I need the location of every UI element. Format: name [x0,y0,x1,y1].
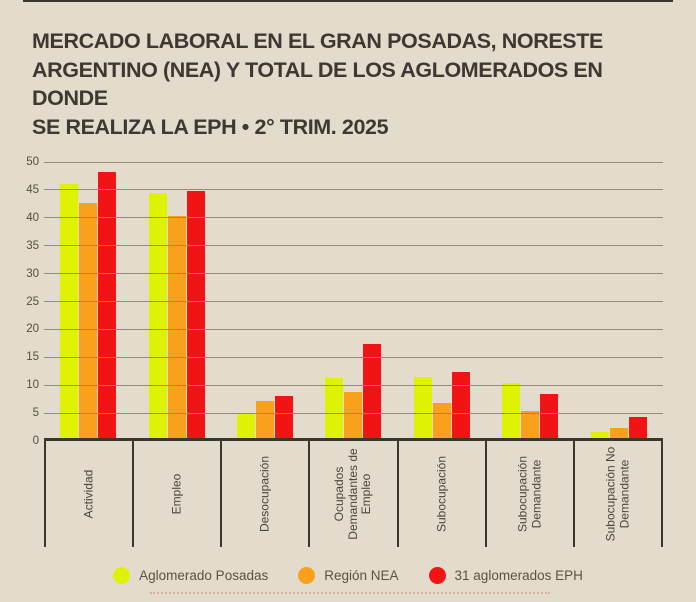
y-tick-label: 40 [26,211,39,224]
bar [451,372,470,438]
x-axis-label: Actividad [81,469,96,519]
bar [256,401,275,438]
bar-chart: 0 5 10 15 20 25 30 35 40 45 50 Actividad Empleo Deso… [26,156,663,547]
bar-group [44,162,132,438]
bar [275,396,294,438]
x-axis-cell: Actividad [44,441,132,547]
y-tick-label: 5 [32,407,39,420]
bar [628,416,647,438]
gridline [44,217,663,219]
gridline [44,161,663,163]
bar [148,193,167,438]
bar [540,393,559,438]
bar-group [309,162,397,438]
y-tick-label: 50 [26,156,39,168]
legend-label: Región NEA [324,568,399,583]
plot-area: 0 5 10 15 20 25 30 35 40 45 50 [26,156,663,447]
bar [98,172,117,438]
legend-label: 31 aglomerados EPH [454,568,583,583]
bar-group [486,162,574,438]
y-tick-label: 35 [26,239,39,252]
legend-marker-circle [298,567,316,584]
x-axis-label: Subocupación No Demandante [603,446,631,542]
x-axis-cell: Subocupación [396,441,485,547]
y-tick-label: 0 [32,435,39,447]
bar-group [575,162,663,438]
legend: Aglomerado Posadas Región NEA 31 aglomerad… [0,567,696,584]
legend-item: Aglomerado Posadas [113,567,268,584]
top-rule [23,0,673,2]
x-axis-cell: Subocupación No Demandante [572,441,663,547]
bar-groups [44,162,663,438]
y-tick-label: 10 [26,379,39,392]
bar-group [221,162,309,438]
gridline [44,245,663,247]
legend-label: Aglomerado Posadas [139,568,269,583]
chart-title-line-1: MERCADO LABORAL EN EL GRAN POSADAS, NORE… [32,29,603,53]
y-tick-label: 15 [26,351,39,364]
legend-item: Región NEA [298,567,399,584]
bar [521,410,540,438]
y-tick-label: 45 [26,183,39,196]
x-axis-label: Subocupación Demandante [515,455,543,533]
bar [79,202,98,438]
bar-group [398,162,486,438]
gridline [44,412,663,414]
bar [413,377,432,438]
x-axis-label: Desocupación [257,455,272,533]
bar [60,184,79,438]
legend-item: 31 aglomerados EPH [428,567,583,584]
x-axis-label-band: Actividad Empleo Desocupación Ocupados Dema… [44,441,663,547]
dotted-divider [150,592,550,594]
x-axis-label: Subocupación [433,455,448,533]
y-tick-label: 20 [26,323,39,336]
gridline [44,384,663,386]
bar-group [132,162,220,438]
bar [363,344,382,438]
gridline [44,328,663,330]
bar [502,383,521,438]
legend-marker-circle [428,567,446,584]
x-axis-label: Ocupados Demandantes de Empleo [332,448,374,540]
bar [167,216,186,438]
legend-marker-circle [113,567,131,584]
gridline [44,189,663,191]
bar [609,427,628,438]
bar [186,190,205,438]
chart-title: MERCADO LABORAL EN EL GRAN POSADAS, NORE… [32,27,672,141]
x-axis-cell: Subocupación Demandante [484,441,573,547]
x-axis-cell: Desocupación [220,441,308,547]
bar [432,402,451,438]
chart-title-line-3: SE REALIZA LA EPH • 2° TRIM. 2025 [32,114,389,139]
gridline [44,356,663,358]
bar [325,377,344,438]
gridline [44,301,663,302]
bar [344,391,363,438]
y-tick-label: 30 [26,267,39,280]
x-axis-cell: Empleo [132,441,220,547]
chart-title-line-2: ARGENTINO (NEA) Y TOTAL DE LOS AGLOMERAD… [32,57,603,111]
bar [237,414,256,438]
bar [590,432,609,438]
x-axis-label: Empleo [169,473,184,515]
y-tick-label: 25 [26,295,39,308]
gridline [44,273,663,275]
x-axis-cell: Ocupados Demandantes de Empleo [308,441,396,547]
